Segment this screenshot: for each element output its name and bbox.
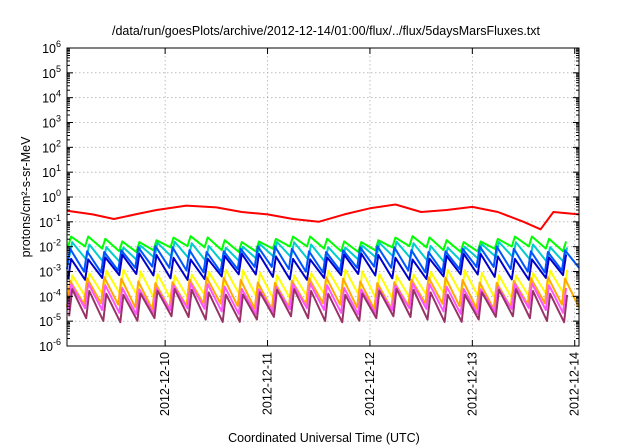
y-tick-label: 10-3 — [39, 263, 61, 280]
y-tick-label: 10-4 — [39, 287, 61, 304]
series-line-5 — [67, 252, 568, 281]
series-line-2 — [67, 235, 568, 253]
y-axis-label: protons/cm²-s-sr-MeV — [19, 136, 33, 258]
x-tick-label: 2012-12-10 — [158, 352, 172, 416]
x-tick-label: 2012-12-13 — [465, 352, 479, 416]
y-tick-label: 101 — [42, 163, 61, 180]
y-tick-label: 10-1 — [39, 213, 61, 230]
chart-title: /data/run/goesPlots/archive/2012-12-14/0… — [112, 24, 541, 38]
series-line-1 — [66, 203, 580, 231]
x-tick-label: 2012-12-12 — [363, 352, 377, 416]
y-tick-label: 10-6 — [39, 337, 61, 354]
y-tick-label: 102 — [42, 138, 61, 155]
y-tick-label: 100 — [42, 188, 61, 205]
y-tick-label: 104 — [42, 89, 61, 106]
series-line-3 — [68, 240, 569, 264]
series-line-9 — [68, 288, 569, 324]
data-series-group — [66, 203, 580, 324]
x-axis-label: Coordinated Universal Time (UTC) — [228, 431, 420, 445]
x-tick-label: 2012-12-14 — [568, 352, 582, 416]
series-line-4 — [66, 245, 580, 274]
y-tick-label: 103 — [42, 114, 61, 131]
y-tick-label: 105 — [42, 64, 61, 81]
x-axis: 2012-12-10 2012-12-11 2012-12-12 2012-12-13… — [158, 48, 582, 416]
y-tick-label: 10-5 — [39, 312, 61, 329]
series-line-6 — [68, 268, 569, 302]
y-axis: 10-6 10-5 10-4 10-3 10-2 10-1 100 101 102 103 104 1… — [39, 39, 579, 354]
x-tick-label: 2012-12-11 — [261, 352, 275, 415]
y-tick-label: 106 — [42, 39, 61, 56]
y-tick-label: 10-2 — [39, 238, 61, 255]
